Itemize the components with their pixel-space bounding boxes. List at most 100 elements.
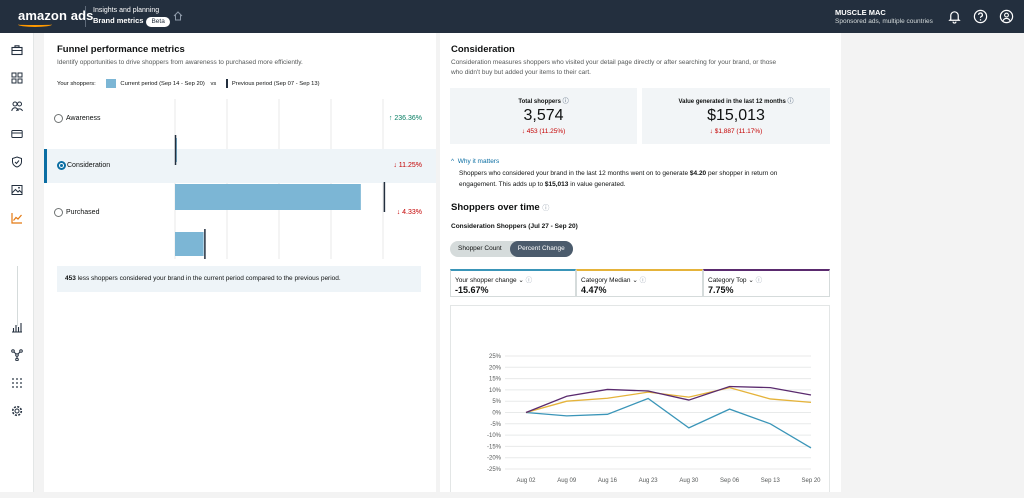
- funnel-row-label: Awareness: [66, 115, 101, 122]
- view-toggle: Shopper Count Percent Change: [450, 241, 573, 257]
- metric-category-median[interactable]: Category Median ⌄ ⓘ 4.47%: [576, 269, 703, 297]
- metric-label-text: Category Median: [581, 277, 631, 284]
- shoppers-over-time-title: Shoppers over time ⓘ: [451, 202, 549, 213]
- funnel-insight: 453 less shoppers considered your brand …: [57, 266, 421, 292]
- funnel-chart: 1,0002,0003,0004,000: [174, 99, 384, 259]
- info-icon[interactable]: ⓘ: [525, 277, 533, 284]
- billing-icon[interactable]: [11, 128, 23, 140]
- line-chart: 25% 20% 15% 10% 5% 0% -5% -10% -15% -20% -25% Aug 0…: [487, 354, 821, 484]
- x-tick-label: Aug 02: [516, 478, 536, 484]
- why-text-part: Shoppers who considered your brand in th…: [459, 170, 690, 177]
- x-tick-label: Aug 16: [598, 478, 618, 484]
- metric-value: 4.47%: [581, 285, 607, 295]
- y-tick-label: -20%: [487, 456, 502, 462]
- y-tick-label: 15%: [489, 377, 502, 383]
- line-chart-container: 25% 20% 15% 10% 5% 0% -5% -10% -15% -20% -25% Aug 0…: [450, 305, 830, 492]
- legend-previous-label: Previous period (Sep 07 - Sep 13): [231, 81, 320, 88]
- funnel-row-consideration[interactable]: Consideration ↓ 11.25%: [44, 149, 436, 183]
- series-line-your-shopper-change[interactable]: [525, 397, 812, 449]
- radio-purchased[interactable]: [54, 208, 63, 217]
- consideration-panel: Consideration Consideration measures sho…: [440, 33, 841, 492]
- campaigns-icon[interactable]: [11, 72, 23, 84]
- kpi-value: $15,013: [707, 107, 765, 124]
- kpi-title-text: Total shoppers: [518, 99, 561, 105]
- why-it-matters-text: Shoppers who considered your brand in th…: [459, 168, 789, 190]
- y-tick-label: -5%: [490, 422, 501, 428]
- funnel-panel: Funnel performance metrics Identify oppo…: [44, 33, 436, 492]
- metric-label-text: Category Top: [708, 277, 747, 284]
- shield-icon[interactable]: [11, 156, 23, 168]
- funnel-row-purchased[interactable]: Purchased ↓ 4.33%: [44, 196, 436, 230]
- shopper-count-toggle[interactable]: Shopper Count: [458, 245, 502, 252]
- settings-icon[interactable]: [11, 405, 23, 417]
- x-tick-label: Aug 09: [557, 478, 577, 484]
- metric-label: Your shopper change ⌄ ⓘ: [455, 274, 532, 284]
- app-subtitle-text: Brand metrics: [93, 16, 144, 25]
- legend-vs: vs: [210, 81, 217, 88]
- legend-current-label: Current period (Sep 14 - Sep 20): [120, 81, 205, 88]
- creative-icon[interactable]: [11, 184, 23, 196]
- metric-label: Category Median ⌄ ⓘ: [581, 274, 646, 284]
- top-bar: amazon ads Insights and planning Brand m…: [0, 0, 1024, 33]
- y-tick-label: 0%: [492, 411, 501, 417]
- funnel-row-label: Purchased: [66, 209, 100, 216]
- metric-category-top[interactable]: Category Top ⌄ ⓘ 7.75%: [703, 269, 830, 297]
- apps-icon[interactable]: [11, 377, 23, 389]
- why-text-part: in value generated.: [568, 181, 626, 188]
- graph-icon[interactable]: [11, 349, 23, 361]
- section-title-text: Shoppers over time: [451, 202, 540, 213]
- radio-awareness[interactable]: [54, 114, 63, 123]
- x-tick-label: Aug 23: [639, 478, 659, 484]
- legend-previous-swatch: [225, 79, 228, 88]
- info-icon[interactable]: ⓘ: [755, 277, 763, 284]
- info-icon[interactable]: ⓘ: [542, 205, 550, 212]
- funnel-title: Funnel performance metrics: [57, 44, 185, 55]
- series-line-category-top[interactable]: [525, 385, 812, 414]
- metric-label: Category Top ⌄ ⓘ: [708, 274, 762, 284]
- metric-your-shopper-change[interactable]: Your shopper change ⌄ ⓘ -15.67%: [450, 269, 576, 297]
- series-line-category-median[interactable]: [525, 386, 812, 414]
- app-subtitle[interactable]: Brand metrics Beta: [93, 16, 170, 27]
- funnel-row-change: ↑ 236.36%: [388, 115, 422, 122]
- metric-label-text: Your shopper change: [455, 277, 517, 284]
- user-icon[interactable]: [999, 9, 1014, 24]
- metric-value: -15.67%: [455, 285, 489, 295]
- reports-icon[interactable]: [11, 321, 23, 333]
- y-tick-label: 10%: [489, 388, 502, 394]
- funnel-description: Identify opportunities to drive shoppers…: [57, 59, 303, 66]
- info-icon[interactable]: ⓘ: [562, 99, 569, 105]
- chevron-down-icon[interactable]: ⌄: [748, 277, 754, 284]
- chevron-down-icon[interactable]: ⌄: [632, 277, 638, 284]
- x-tick-label: Aug 30: [679, 478, 699, 484]
- chevron-down-icon[interactable]: ⌄: [518, 277, 524, 284]
- y-tick-label: -15%: [487, 444, 502, 450]
- bell-icon[interactable]: [947, 9, 962, 24]
- audiences-icon[interactable]: [11, 100, 23, 112]
- consideration-title: Consideration: [451, 44, 515, 55]
- funnel-row-change: ↓ 4.33%: [396, 209, 422, 216]
- percent-change-toggle[interactable]: Percent Change: [509, 241, 573, 257]
- home-icon[interactable]: [173, 11, 183, 21]
- insights-icon[interactable]: [11, 212, 23, 224]
- funnel-legend: Your shoppers: Current period (Sep 14 - …: [57, 79, 320, 88]
- chevron-up-icon: ^: [451, 158, 455, 165]
- info-icon[interactable]: ⓘ: [787, 99, 794, 105]
- x-tick-label: Sep 20: [801, 478, 821, 484]
- logo-smile: [18, 22, 52, 27]
- y-tick-label: 20%: [489, 365, 502, 371]
- radio-consideration[interactable]: [57, 161, 66, 170]
- briefcase-icon[interactable]: [11, 44, 23, 56]
- account-name[interactable]: MUSCLE MAC: [835, 8, 886, 17]
- info-icon[interactable]: ⓘ: [639, 277, 647, 284]
- beta-badge: Beta: [146, 17, 170, 27]
- y-tick-label: -25%: [487, 467, 502, 473]
- kpi-title-text: Value generated in the last 12 months: [678, 99, 786, 105]
- amazon-ads-logo[interactable]: amazon ads: [18, 8, 94, 23]
- kpi-value: 3,574: [523, 107, 564, 124]
- insight-count: 453: [65, 275, 76, 282]
- why-it-matters-toggle[interactable]: ^ Why it matters: [451, 158, 499, 165]
- funnel-row-awareness[interactable]: Awareness ↑ 236.36%: [44, 102, 436, 136]
- kpi-delta: ↓ $1,887 (11.17%): [709, 128, 763, 135]
- help-icon[interactable]: [973, 9, 988, 24]
- app-title[interactable]: Insights and planning: [93, 7, 160, 14]
